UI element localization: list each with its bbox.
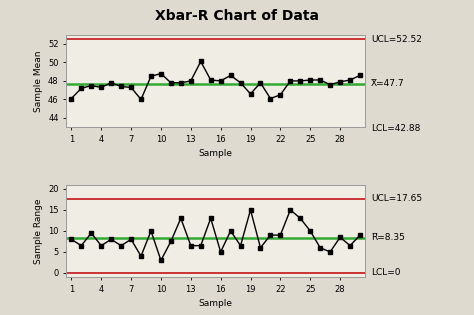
Text: UCL=52.52: UCL=52.52 xyxy=(371,35,422,43)
Text: Xbar-R Chart of Data: Xbar-R Chart of Data xyxy=(155,9,319,23)
Text: UCL=17.65: UCL=17.65 xyxy=(371,194,422,203)
Y-axis label: Sample Mean: Sample Mean xyxy=(34,50,43,112)
X-axis label: Sample: Sample xyxy=(199,149,233,158)
Text: X̅=47.7: X̅=47.7 xyxy=(371,79,405,88)
Text: LCL=0: LCL=0 xyxy=(371,268,401,278)
Text: R̅=8.35: R̅=8.35 xyxy=(371,233,405,242)
Y-axis label: Sample Range: Sample Range xyxy=(34,198,43,264)
Text: LCL=42.88: LCL=42.88 xyxy=(371,124,420,133)
X-axis label: Sample: Sample xyxy=(199,299,233,308)
